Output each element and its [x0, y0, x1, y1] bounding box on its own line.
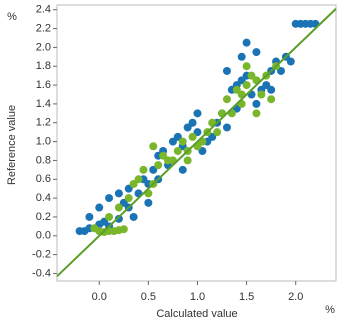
x-tick-label: 2.0: [288, 291, 303, 303]
point: [183, 156, 192, 165]
point: [144, 198, 153, 207]
point: [134, 175, 143, 184]
x-unit: %: [325, 304, 335, 316]
y-tick-label: -0.4: [32, 267, 51, 279]
point: [222, 95, 231, 104]
y-tick-label: 0.8: [36, 154, 51, 166]
point: [114, 214, 123, 223]
y-axis-label: Reference value: [6, 105, 18, 185]
y-tick-label: 0.6: [36, 173, 51, 185]
x-axis-label: Calculated value: [156, 308, 237, 320]
y-tick-label: 2.0: [36, 41, 51, 53]
point: [237, 52, 246, 61]
x-tick-label: 0.5: [141, 291, 156, 303]
point: [267, 95, 276, 104]
y-tick-label: 1.4: [36, 98, 51, 110]
point: [149, 142, 158, 151]
point: [105, 194, 114, 203]
y-tick-label: 0.0: [36, 230, 51, 242]
point: [95, 203, 104, 212]
point: [193, 109, 202, 118]
point: [188, 118, 197, 127]
point: [129, 212, 138, 221]
y-tick-label: 0.2: [36, 211, 51, 223]
point: [267, 85, 276, 94]
point: [178, 137, 187, 146]
point: [188, 132, 197, 141]
y-tick-label: 0.4: [36, 192, 51, 204]
y-tick-label: 1.8: [36, 60, 51, 72]
point: [213, 128, 222, 137]
plot-frame: [56, 4, 337, 282]
y-tick-label: 1.0: [36, 135, 51, 147]
point: [139, 165, 148, 174]
reference-line: [56, 8, 337, 278]
point: [286, 57, 295, 66]
y-tick-label: 2.4: [36, 4, 51, 16]
y-tick-label: 2.2: [36, 22, 51, 34]
point: [257, 90, 266, 99]
point: [154, 161, 163, 170]
x-tick-label: 0.0: [92, 291, 107, 303]
point: [119, 225, 128, 234]
point: [124, 194, 133, 203]
point: [173, 147, 182, 156]
y-tick-label: 1.6: [36, 79, 51, 91]
point: [222, 123, 231, 132]
point: [90, 224, 99, 233]
y-tick-label: -0.2: [32, 249, 51, 261]
x-tick-label: 1.0: [190, 291, 205, 303]
point: [114, 203, 123, 212]
point: [252, 109, 261, 118]
x-tick-label: 1.5: [239, 291, 254, 303]
point: [222, 66, 231, 75]
point: [242, 38, 251, 47]
point: [178, 165, 187, 174]
point: [252, 99, 261, 108]
point: [242, 81, 251, 90]
point: [252, 48, 261, 57]
point: [85, 212, 94, 221]
point: [242, 62, 251, 71]
y-unit: %: [7, 11, 17, 23]
y-tick-label: 1.2: [36, 117, 51, 129]
point: [114, 189, 123, 198]
point: [105, 212, 114, 221]
